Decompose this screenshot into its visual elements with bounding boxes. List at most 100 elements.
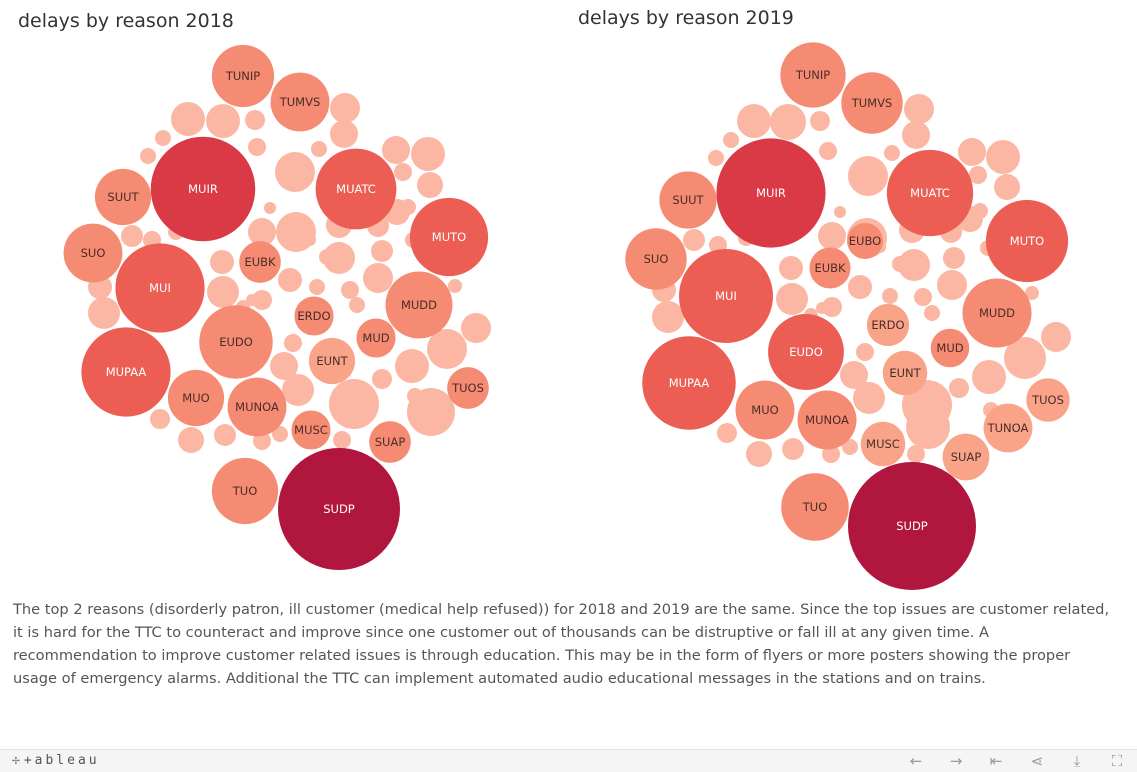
minor-reason-bubble[interactable]: [400, 199, 416, 215]
minor-reason-bubble[interactable]: [723, 132, 739, 148]
bubble-suo[interactable]: [63, 223, 123, 283]
bubble-erdo[interactable]: [294, 296, 334, 336]
fullscreen-icon[interactable]: ⛶: [1111, 752, 1123, 770]
bubble-munoa[interactable]: [797, 390, 857, 450]
minor-reason-bubble[interactable]: [892, 256, 908, 272]
minor-reason-bubble[interactable]: [278, 268, 302, 292]
minor-reason-bubble[interactable]: [88, 297, 120, 329]
undo-icon[interactable]: ←: [909, 752, 923, 770]
bubble-munoa[interactable]: [227, 377, 287, 437]
bubble-sudp[interactable]: [278, 448, 400, 570]
minor-reason-bubble[interactable]: [842, 439, 858, 455]
minor-reason-bubble[interactable]: [822, 445, 840, 463]
minor-reason-bubble[interactable]: [969, 166, 987, 184]
minor-reason-bubble[interactable]: [253, 432, 271, 450]
minor-reason-bubble[interactable]: [252, 290, 272, 310]
bubble-tunoa[interactable]: [983, 403, 1033, 453]
minor-reason-bubble[interactable]: [914, 288, 932, 306]
minor-reason-bubble[interactable]: [448, 279, 462, 293]
minor-reason-bubble[interactable]: [972, 203, 988, 219]
minor-reason-bubble[interactable]: [822, 297, 842, 317]
minor-reason-bubble[interactable]: [1041, 322, 1071, 352]
bubble-chart-2018[interactable]: SUDP MUIR MUPAA MUI MUTO MUATC MUDD EUDO SUO SUUT…: [0, 0, 560, 590]
minor-reason-bubble[interactable]: [214, 424, 236, 446]
bubble-erdo[interactable]: [866, 303, 910, 347]
minor-reason-bubble[interactable]: [264, 202, 276, 214]
minor-reason-bubble[interactable]: [270, 352, 298, 380]
minor-reason-bubble[interactable]: [330, 93, 360, 123]
minor-reason-bubble[interactable]: [349, 297, 365, 313]
bubble-mui[interactable]: [678, 248, 774, 344]
minor-reason-bubble[interactable]: [776, 283, 808, 315]
minor-reason-bubble[interactable]: [907, 445, 925, 463]
bubble-suap[interactable]: [942, 433, 990, 481]
minor-reason-bubble[interactable]: [394, 163, 412, 181]
bubble-tuos[interactable]: [1026, 378, 1070, 422]
share-icon[interactable]: ⋖: [1030, 752, 1044, 770]
minor-reason-bubble[interactable]: [248, 218, 276, 246]
bubble-tuo[interactable]: [781, 473, 849, 541]
minor-reason-bubble[interactable]: [330, 120, 358, 148]
minor-reason-bubble[interactable]: [717, 423, 737, 443]
bubble-eubk[interactable]: [239, 241, 281, 283]
minor-reason-bubble[interactable]: [210, 250, 234, 274]
bubble-tuo[interactable]: [211, 457, 279, 525]
bubble-muo[interactable]: [735, 380, 795, 440]
minor-reason-bubble[interactable]: [937, 270, 967, 300]
minor-reason-bubble[interactable]: [943, 247, 965, 269]
minor-reason-bubble[interactable]: [902, 121, 930, 149]
bubble-eunt[interactable]: [308, 337, 356, 385]
minor-reason-bubble[interactable]: [652, 301, 684, 333]
minor-reason-bubble[interactable]: [1025, 286, 1039, 300]
minor-reason-bubble[interactable]: [834, 206, 846, 218]
minor-reason-bubble[interactable]: [275, 152, 315, 192]
minor-reason-bubble[interactable]: [246, 294, 258, 306]
redo-icon[interactable]: →: [949, 752, 963, 770]
minor-reason-bubble[interactable]: [810, 111, 830, 131]
bubble-mudd[interactable]: [385, 271, 453, 339]
minor-reason-bubble[interactable]: [746, 441, 772, 467]
minor-reason-bubble[interactable]: [311, 141, 327, 157]
bubble-mud[interactable]: [930, 328, 970, 368]
minor-reason-bubble[interactable]: [155, 130, 171, 146]
bubble-muo[interactable]: [167, 369, 225, 427]
minor-reason-bubble[interactable]: [840, 361, 868, 389]
bubble-eubk[interactable]: [809, 247, 851, 289]
minor-reason-bubble[interactable]: [882, 288, 898, 304]
minor-reason-bubble[interactable]: [371, 240, 393, 262]
minor-reason-bubble[interactable]: [853, 382, 885, 414]
minor-reason-bubble[interactable]: [737, 104, 771, 138]
minor-reason-bubble[interactable]: [140, 148, 156, 164]
minor-reason-bubble[interactable]: [363, 263, 393, 293]
minor-reason-bubble[interactable]: [121, 225, 143, 247]
minor-reason-bubble[interactable]: [683, 229, 705, 251]
minor-reason-bubble[interactable]: [994, 174, 1020, 200]
bubble-muto[interactable]: [985, 199, 1069, 283]
minor-reason-bubble[interactable]: [924, 305, 940, 321]
bubble-mudd[interactable]: [962, 278, 1032, 348]
minor-reason-bubble[interactable]: [171, 102, 205, 136]
minor-reason-bubble[interactable]: [382, 136, 410, 164]
minor-reason-bubble[interactable]: [372, 369, 392, 389]
bubble-sudp[interactable]: [848, 462, 976, 590]
bubble-mupaa[interactable]: [642, 336, 736, 430]
minor-reason-bubble[interactable]: [309, 279, 325, 295]
minor-reason-bubble[interactable]: [206, 104, 240, 138]
bubble-muatc[interactable]: [886, 149, 974, 237]
bubble-suap[interactable]: [369, 421, 411, 463]
minor-reason-bubble[interactable]: [708, 150, 724, 166]
minor-reason-bubble[interactable]: [411, 137, 445, 171]
minor-reason-bubble[interactable]: [341, 281, 359, 299]
minor-reason-bubble[interactable]: [906, 405, 950, 449]
bubble-muir[interactable]: [716, 138, 826, 248]
bubble-muir[interactable]: [150, 136, 256, 242]
minor-reason-bubble[interactable]: [323, 242, 355, 274]
bubble-eudo[interactable]: [199, 305, 273, 379]
minor-reason-bubble[interactable]: [848, 275, 872, 299]
minor-reason-bubble[interactable]: [284, 334, 302, 352]
bubble-eubo[interactable]: [847, 223, 883, 259]
minor-reason-bubble[interactable]: [884, 145, 900, 161]
minor-reason-bubble[interactable]: [461, 313, 491, 343]
bubble-musc[interactable]: [291, 410, 331, 450]
bubble-chart-2019[interactable]: SUDP MUIR MUPAA MUI MUTO MUATC MUDD EUDO SUO SUUT…: [560, 0, 1137, 595]
